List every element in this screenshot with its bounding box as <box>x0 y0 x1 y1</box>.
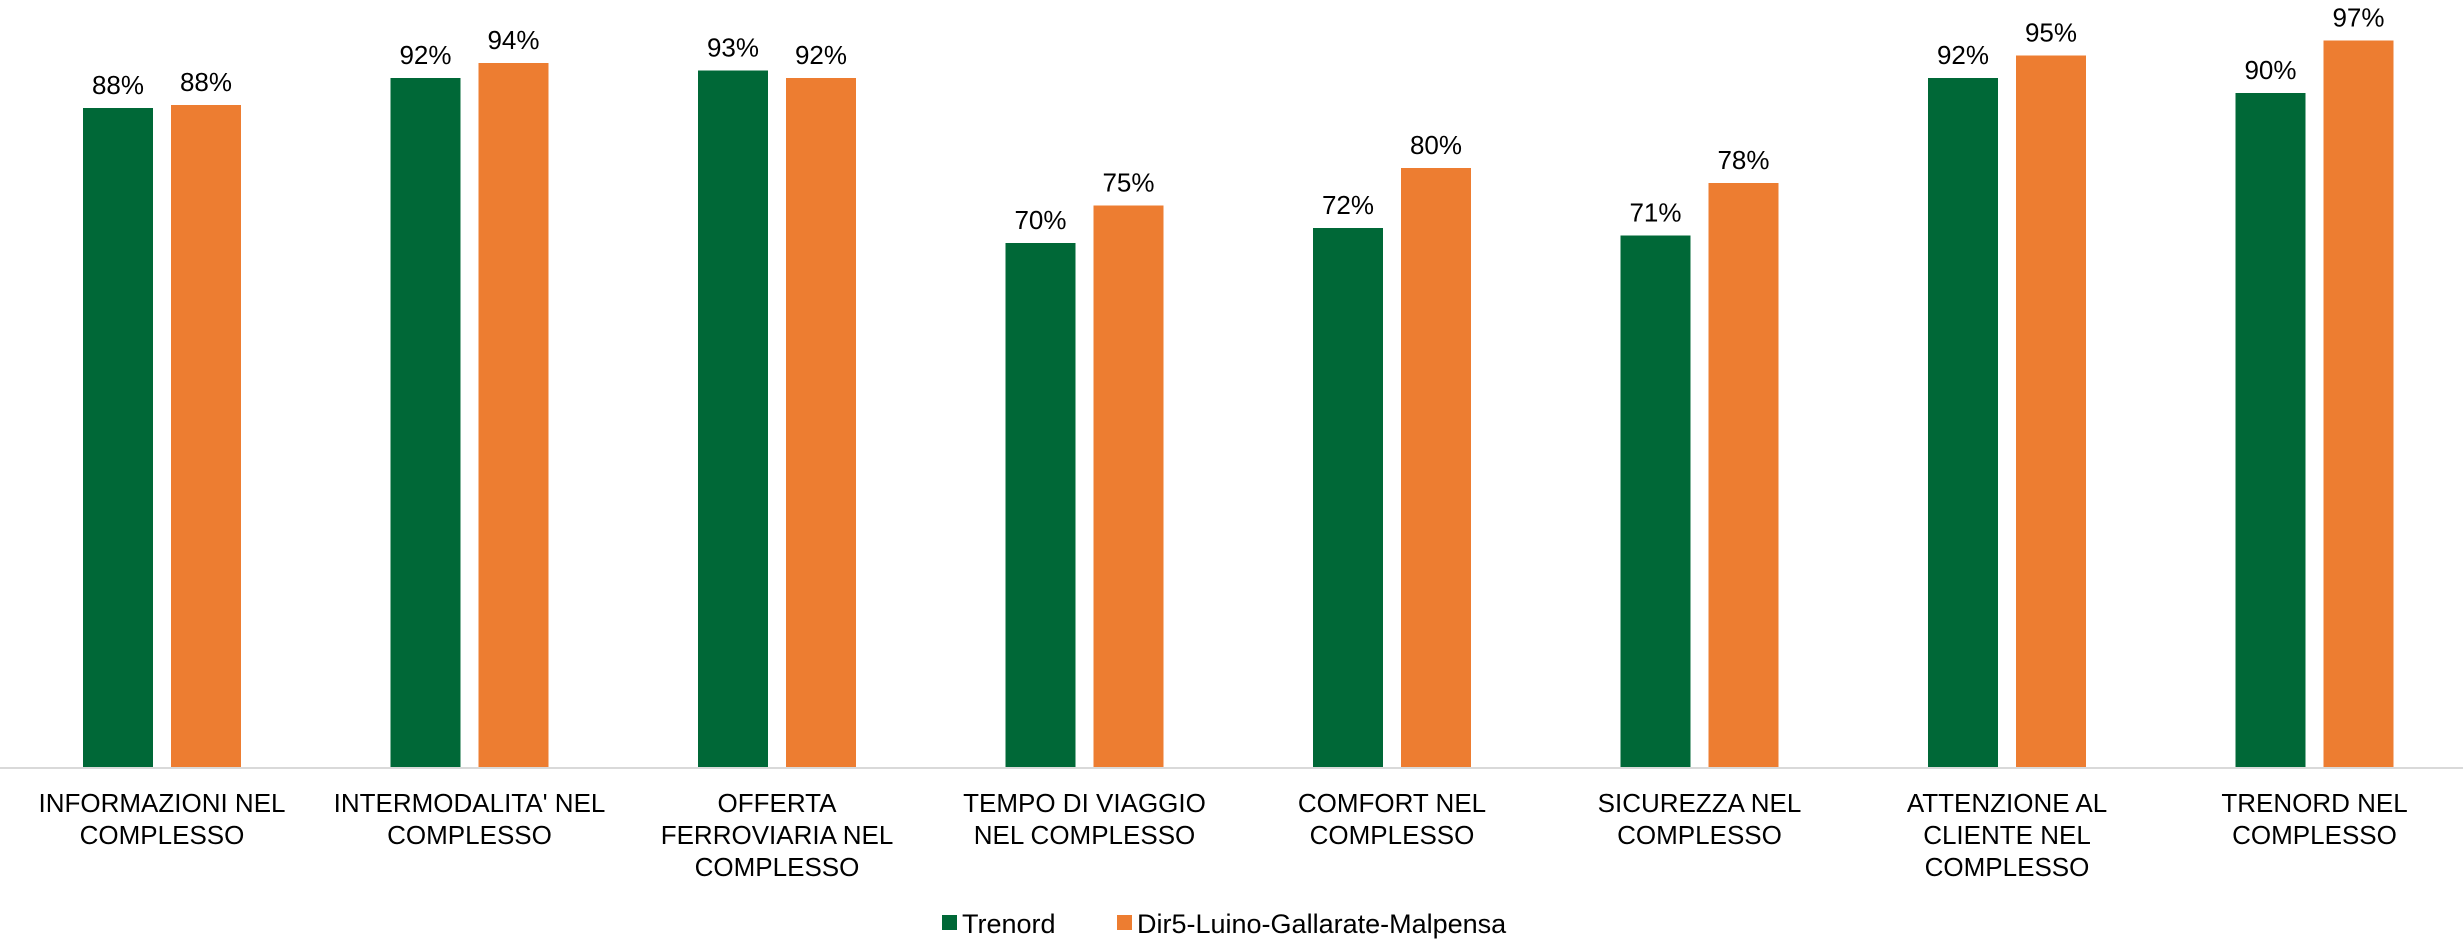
legend-swatch-trenord <box>942 915 957 930</box>
bar-dir5-4 <box>1401 168 1471 768</box>
bar-dir5-5 <box>1708 183 1779 768</box>
category-label-5: SICUREZZA NEL COMPLESSO <box>1598 788 1802 850</box>
bar-dir5-2 <box>786 78 856 768</box>
legend-label-trenord: Trenord <box>962 909 1056 939</box>
data-label-trenord-6: 92% <box>1937 40 1989 70</box>
bar-trenord-6 <box>1928 78 1998 768</box>
bar-trenord-7 <box>2235 93 2306 768</box>
bar-trenord-2 <box>698 70 768 768</box>
data-label-dir5-7: 97% <box>2332 3 2384 33</box>
legend-label-dir5: Dir5-Luino-Gallarate-Malpensa <box>1137 909 1507 939</box>
data-label-trenord-5: 71% <box>1629 198 1681 228</box>
category-label-6: ATTENZIONE AL CLIENTE NEL COMPLESSO <box>1907 788 2107 882</box>
data-label-dir5-6: 95% <box>2025 18 2077 48</box>
category-label-7: TRENORD NEL COMPLESSO <box>2221 788 2407 850</box>
bar-dir5-7 <box>2323 40 2394 768</box>
category-label-4: COMFORT NEL COMPLESSO <box>1298 788 1486 850</box>
data-label-dir5-5: 78% <box>1717 145 1769 175</box>
bar-dir5-6 <box>2016 55 2086 768</box>
category-label-1: INTERMODALITA' NEL COMPLESSO <box>334 788 606 850</box>
bar-dir5-0 <box>171 105 241 768</box>
bar-dir5-3 <box>1093 205 1164 768</box>
category-label-0: INFORMAZIONI NEL COMPLESSO <box>38 788 285 850</box>
data-label-trenord-3: 70% <box>1014 205 1066 235</box>
bar-trenord-5 <box>1620 235 1691 768</box>
bar-trenord-1 <box>390 78 461 768</box>
legend-swatch-dir5 <box>1117 915 1132 930</box>
data-label-trenord-0: 88% <box>92 70 144 100</box>
data-label-dir5-1: 94% <box>487 25 539 55</box>
category-label-3: TEMPO DI VIAGGIO NEL COMPLESSO <box>963 788 1206 850</box>
legend: Trenord Dir5-Luino-Gallarate-Malpensa <box>942 909 1507 939</box>
category-labels-layer: INFORMAZIONI NEL COMPLESSO INTERMODALITA' … <box>38 788 2407 882</box>
data-label-trenord-7: 90% <box>2244 55 2296 85</box>
data-labels-layer: 88% 88% 92% 94% 93% 92% 70% 75% 72% 80% 71% 78% 92% 9… <box>92 3 2385 236</box>
bar-trenord-0 <box>83 108 153 768</box>
data-label-dir5-0: 88% <box>180 67 232 97</box>
bar-dir5-1 <box>478 63 549 768</box>
data-label-dir5-2: 92% <box>795 40 847 70</box>
data-label-trenord-4: 72% <box>1322 190 1374 220</box>
data-label-trenord-1: 92% <box>399 40 451 70</box>
category-label-2: OFFERTA FERROVIARIA NEL COMPLESSO <box>661 788 894 882</box>
data-label-dir5-4: 80% <box>1410 130 1462 160</box>
data-label-trenord-2: 93% <box>707 33 759 63</box>
data-label-dir5-3: 75% <box>1102 168 1154 198</box>
bar-trenord-4 <box>1313 228 1383 768</box>
bar-trenord-3 <box>1005 243 1076 768</box>
bars-layer <box>83 40 2394 768</box>
